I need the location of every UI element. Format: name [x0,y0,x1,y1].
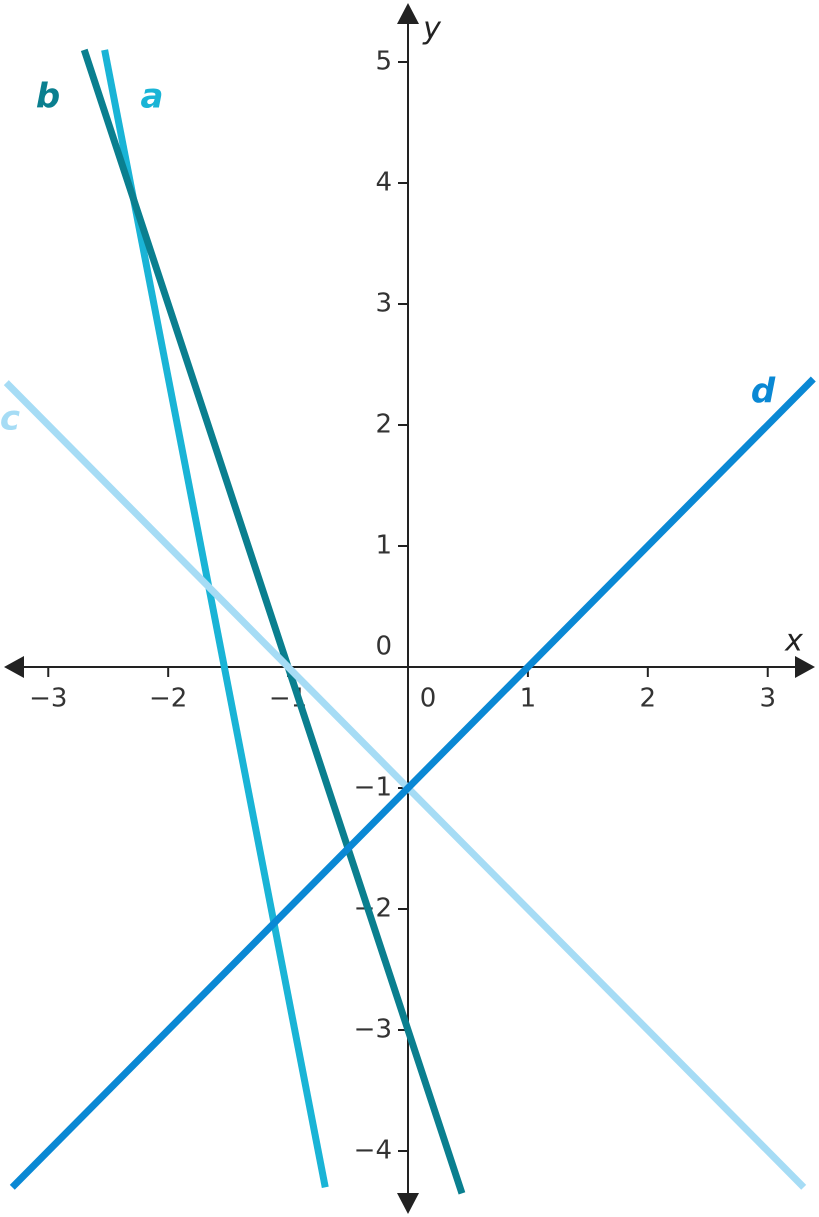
y-tick-label: −1 [354,773,392,803]
y-tick-label: 3 [375,289,392,319]
arrow [795,656,815,678]
y-tick-label: 0 [375,632,392,662]
y-tick-label: 4 [375,168,392,198]
x-tick-label: 1 [520,684,537,714]
line [101,49,329,1188]
line-label: d [751,372,776,412]
x-tick-label: 0 [420,684,437,714]
x-axis-label: x [784,624,803,659]
arrow [397,3,419,24]
x-tick-label: 3 [759,684,776,714]
x-tick-label: 2 [640,684,657,714]
line-label: b [36,77,60,117]
y-tick-label: 2 [375,410,392,440]
arrow [397,1193,419,1214]
line [80,48,466,1195]
y-tick-label: 5 [375,47,392,77]
y-tick-label: −3 [354,1015,392,1045]
line [9,376,816,1190]
y-tick-label: 1 [375,531,392,561]
arrow [4,656,24,678]
line-label: a [141,77,164,117]
x-tick-label: −2 [149,684,187,714]
y-tick-label: −4 [354,1136,392,1166]
y-axis-label: y [422,12,442,47]
line [3,380,807,1190]
line-label: c [0,399,20,439]
x-tick-label: −3 [29,684,67,714]
